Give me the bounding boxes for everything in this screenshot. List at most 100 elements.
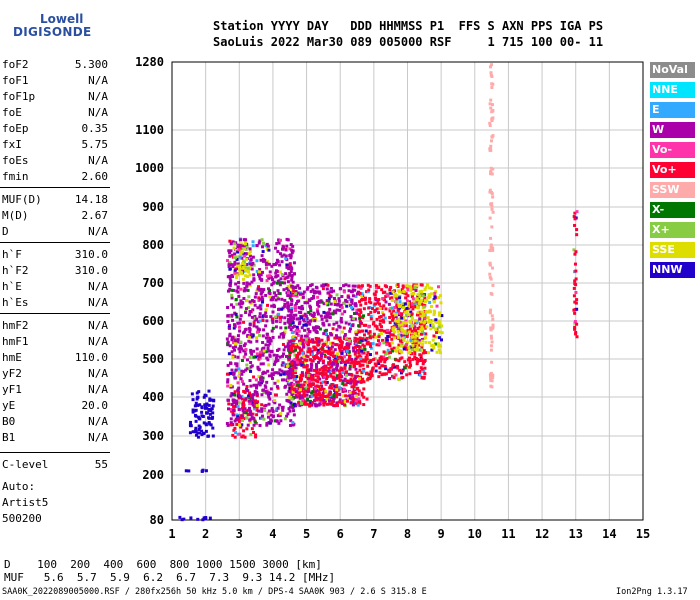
data-point <box>283 370 287 374</box>
data-point <box>405 309 409 313</box>
data-point <box>258 319 262 323</box>
data-point <box>256 287 260 291</box>
data-point <box>260 414 264 418</box>
data-point <box>394 321 398 325</box>
data-point <box>259 292 263 296</box>
data-point <box>247 399 251 403</box>
data-point <box>278 319 282 323</box>
data-point <box>408 365 412 369</box>
data-point <box>267 374 271 378</box>
data-point <box>302 318 306 322</box>
data-point <box>439 301 443 305</box>
param-name: h`F2 <box>2 264 29 277</box>
data-point <box>277 421 281 425</box>
data-point <box>328 315 332 319</box>
data-point <box>298 317 302 321</box>
data-point <box>236 243 240 247</box>
data-point <box>302 354 306 358</box>
x-tick-label: 6 <box>337 527 344 541</box>
data-point <box>417 338 421 342</box>
data-point <box>388 288 392 292</box>
data-point <box>437 321 441 325</box>
data-point <box>265 380 269 384</box>
data-point <box>356 403 360 407</box>
data-point <box>295 317 299 321</box>
x-tick-label: 10 <box>468 527 482 541</box>
data-point <box>327 299 331 303</box>
data-point <box>326 375 330 379</box>
data-point <box>252 375 256 379</box>
data-point <box>270 374 274 378</box>
data-point <box>298 358 302 362</box>
data-point <box>324 340 328 344</box>
data-point <box>335 308 339 312</box>
data-point <box>267 363 271 367</box>
data-point <box>351 403 355 407</box>
data-point <box>490 326 494 330</box>
data-point <box>254 378 258 382</box>
data-point <box>249 412 253 416</box>
data-point <box>356 290 360 294</box>
data-point <box>388 377 392 381</box>
data-point <box>312 311 316 315</box>
data-point <box>282 281 286 285</box>
data-point <box>263 384 267 388</box>
data-point <box>249 384 253 388</box>
data-point <box>380 328 384 332</box>
data-point <box>315 339 319 343</box>
data-point <box>287 346 291 350</box>
data-point <box>242 252 246 256</box>
data-point <box>491 283 495 287</box>
data-point <box>298 339 302 343</box>
data-point <box>292 335 296 339</box>
data-point <box>325 287 329 291</box>
data-point <box>229 421 233 425</box>
data-point <box>353 352 357 356</box>
data-point <box>420 283 424 287</box>
data-point <box>383 329 387 333</box>
data-point <box>403 310 407 314</box>
data-point <box>258 383 262 387</box>
data-point <box>228 254 232 258</box>
data-point <box>248 402 252 406</box>
data-point <box>411 329 415 333</box>
data-point <box>241 244 245 248</box>
data-point <box>395 335 399 339</box>
data-point <box>251 334 255 338</box>
data-point <box>292 349 296 353</box>
data-point <box>237 294 241 298</box>
data-point <box>435 320 439 324</box>
data-point <box>266 369 270 373</box>
data-point <box>288 253 292 257</box>
data-point <box>294 395 298 399</box>
data-point <box>298 388 302 392</box>
data-point <box>354 342 358 346</box>
data-point <box>400 314 404 318</box>
data-point <box>423 319 427 323</box>
param-name: h`F <box>2 248 22 261</box>
data-point <box>378 315 382 319</box>
data-point <box>390 306 394 310</box>
data-point <box>367 372 371 376</box>
data-point <box>322 283 326 287</box>
data-point <box>334 343 338 347</box>
data-point <box>377 311 381 315</box>
data-point <box>316 303 320 307</box>
data-point <box>392 294 396 298</box>
data-point <box>255 330 259 334</box>
data-point <box>301 387 305 391</box>
data-point <box>233 426 237 430</box>
data-point <box>278 270 282 274</box>
data-point <box>249 350 253 354</box>
data-point <box>418 370 422 374</box>
data-point <box>337 386 341 390</box>
data-point <box>427 341 431 345</box>
data-point <box>191 410 195 414</box>
data-point <box>433 295 437 299</box>
data-point <box>437 348 441 352</box>
data-point <box>384 352 388 356</box>
data-point <box>308 376 312 380</box>
data-point <box>403 360 407 364</box>
x-tick-label: 9 <box>438 527 445 541</box>
data-point <box>313 348 317 352</box>
